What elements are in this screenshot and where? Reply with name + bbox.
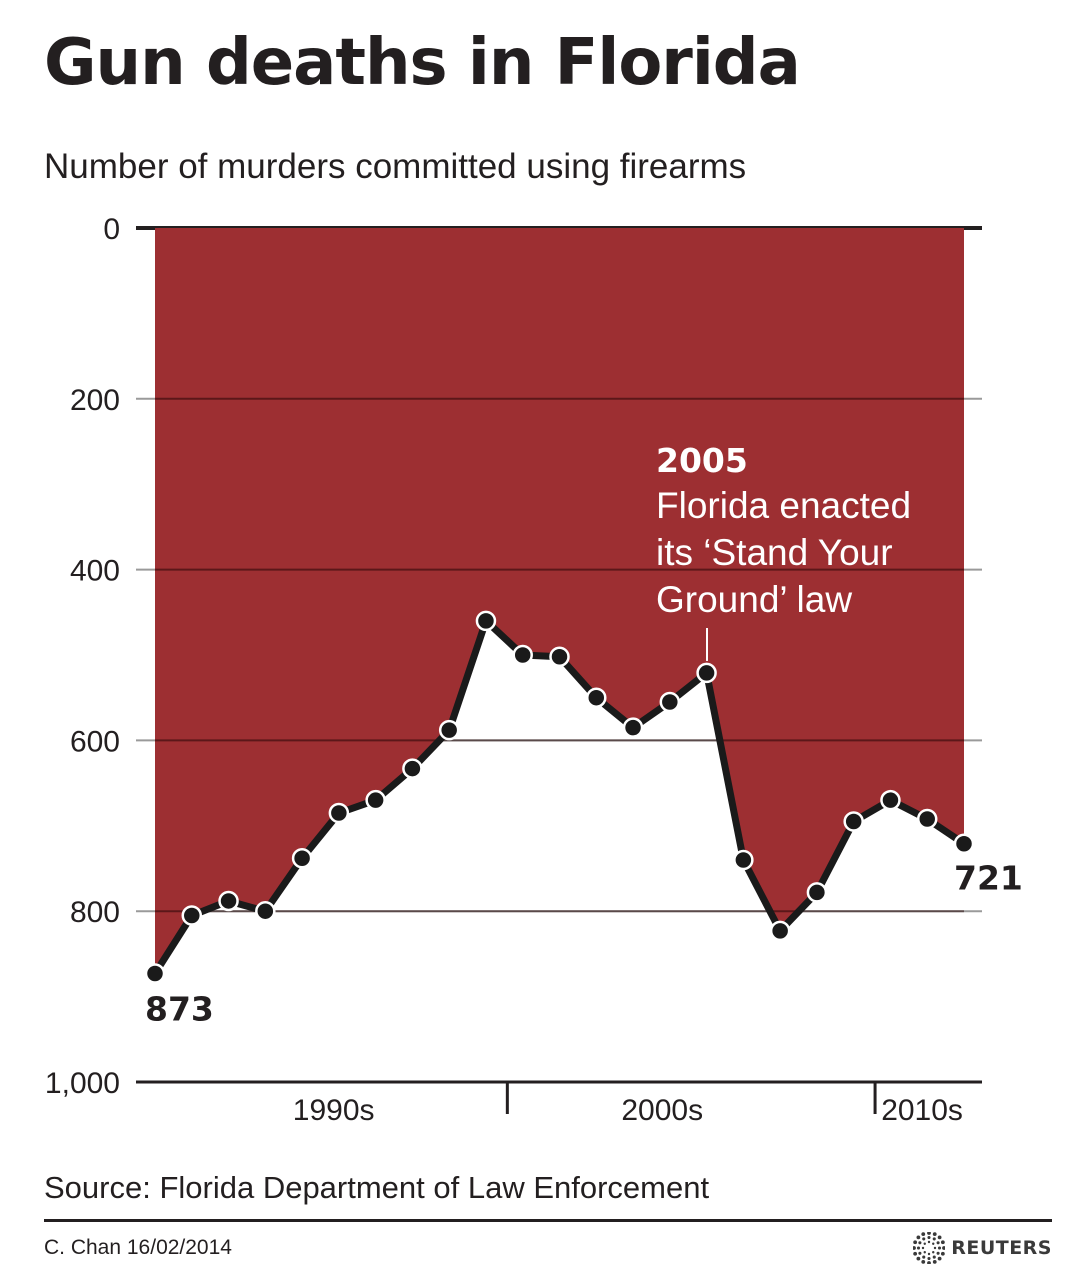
chart-title: Gun deaths in Florida bbox=[44, 26, 801, 100]
logo-dot bbox=[932, 1255, 937, 1259]
reuters-dots-icon bbox=[913, 1232, 946, 1264]
annotation-text-line: Florida enacted bbox=[656, 485, 911, 526]
logo-dot bbox=[923, 1242, 927, 1245]
logo-dot bbox=[932, 1237, 937, 1241]
logo-dot bbox=[916, 1235, 921, 1240]
chart-subtitle: Number of murders committed using firear… bbox=[44, 147, 747, 186]
data-labels: 873 721 bbox=[145, 859, 1023, 1029]
reuters-logo: REUTERS bbox=[913, 1232, 1052, 1264]
logo-dot bbox=[932, 1251, 935, 1254]
data-point bbox=[843, 811, 864, 832]
logo-dot bbox=[937, 1235, 942, 1240]
logo-dot bbox=[921, 1259, 926, 1264]
logo-dot bbox=[913, 1240, 918, 1245]
data-point bbox=[806, 882, 828, 903]
logo-dot bbox=[927, 1261, 932, 1264]
x-decade-label: 2000s bbox=[621, 1094, 703, 1127]
y-axis-labels: 0 200 400 600 800 1,000 bbox=[45, 213, 120, 1100]
data-label-first: 873 bbox=[145, 990, 214, 1029]
x-axis: 1990s 2000s 2010s bbox=[136, 1080, 982, 1127]
logo-dot bbox=[922, 1246, 925, 1250]
logo-dot bbox=[941, 1240, 945, 1245]
data-point bbox=[365, 789, 386, 811]
logo-dot bbox=[918, 1251, 922, 1255]
data-point bbox=[916, 808, 938, 830]
logo-dot bbox=[936, 1251, 940, 1255]
y-tick-label: 0 bbox=[103, 213, 120, 246]
logo-dot bbox=[928, 1252, 931, 1256]
data-point bbox=[586, 687, 607, 708]
logo-dot bbox=[934, 1246, 937, 1250]
data-point bbox=[402, 758, 423, 779]
data-point bbox=[622, 717, 644, 738]
logo-dot bbox=[942, 1246, 946, 1250]
data-point bbox=[659, 691, 681, 713]
data-label-last: 721 bbox=[954, 859, 1023, 898]
logo-dot bbox=[928, 1240, 931, 1244]
data-point bbox=[181, 905, 203, 926]
y-tick-label: 1,000 bbox=[45, 1067, 120, 1100]
data-point bbox=[512, 644, 533, 666]
logo-dot bbox=[913, 1246, 917, 1250]
x-decade-label: 1990s bbox=[293, 1094, 375, 1127]
logo-dot bbox=[927, 1232, 932, 1235]
line-area-chart: 2005 Florida enacted its ‘Stand Your Ground… bbox=[45, 213, 1023, 1127]
data-point bbox=[438, 719, 460, 741]
logo-dot bbox=[937, 1256, 942, 1261]
credit-line: C. Chan 16/02/2014 bbox=[44, 1236, 232, 1259]
logo-dot bbox=[922, 1237, 926, 1241]
logo-dot bbox=[933, 1232, 937, 1237]
footer-divider bbox=[44, 1219, 1052, 1222]
data-point bbox=[769, 920, 791, 942]
data-point bbox=[696, 662, 717, 684]
y-tick-label: 600 bbox=[70, 725, 120, 758]
source-note: Source: Florida Department of Law Enforc… bbox=[44, 1170, 710, 1205]
annotation-text-line: Ground’ law bbox=[656, 579, 852, 620]
data-point bbox=[291, 848, 313, 869]
annotation-text-line: its ‘Stand Your bbox=[656, 532, 893, 573]
logo-dot bbox=[916, 1256, 921, 1261]
data-point bbox=[328, 802, 350, 824]
logo-dot bbox=[927, 1256, 931, 1261]
logo-dot bbox=[933, 1259, 937, 1264]
y-tick-label: 400 bbox=[70, 555, 120, 588]
area-fill bbox=[155, 228, 964, 974]
data-points bbox=[144, 610, 975, 984]
data-point bbox=[255, 900, 276, 922]
logo-dot bbox=[923, 1251, 927, 1254]
data-point bbox=[144, 963, 166, 984]
logo-dot bbox=[927, 1235, 931, 1240]
logo-dot bbox=[918, 1241, 922, 1245]
y-tick-label: 800 bbox=[70, 896, 120, 929]
logo-dot bbox=[913, 1251, 918, 1256]
data-point bbox=[880, 789, 901, 811]
data-point bbox=[475, 610, 497, 632]
logo-text: REUTERS bbox=[951, 1237, 1052, 1259]
logo-dot bbox=[938, 1246, 942, 1250]
logo-dot bbox=[922, 1255, 926, 1259]
y-tick-label: 200 bbox=[70, 384, 120, 417]
data-point bbox=[953, 833, 975, 854]
x-decade-label: 2010s bbox=[881, 1094, 963, 1127]
logo-dot bbox=[936, 1241, 940, 1245]
annotation-year: 2005 bbox=[656, 441, 748, 480]
annotation: 2005 Florida enacted its ‘Stand Your Ground… bbox=[155, 397, 964, 913]
data-point bbox=[218, 890, 239, 912]
logo-dot bbox=[932, 1242, 935, 1245]
logo-dot bbox=[921, 1232, 926, 1237]
logo-dot bbox=[941, 1251, 945, 1256]
data-point bbox=[733, 849, 754, 871]
data-point bbox=[549, 646, 570, 667]
logo-dot bbox=[917, 1246, 921, 1250]
